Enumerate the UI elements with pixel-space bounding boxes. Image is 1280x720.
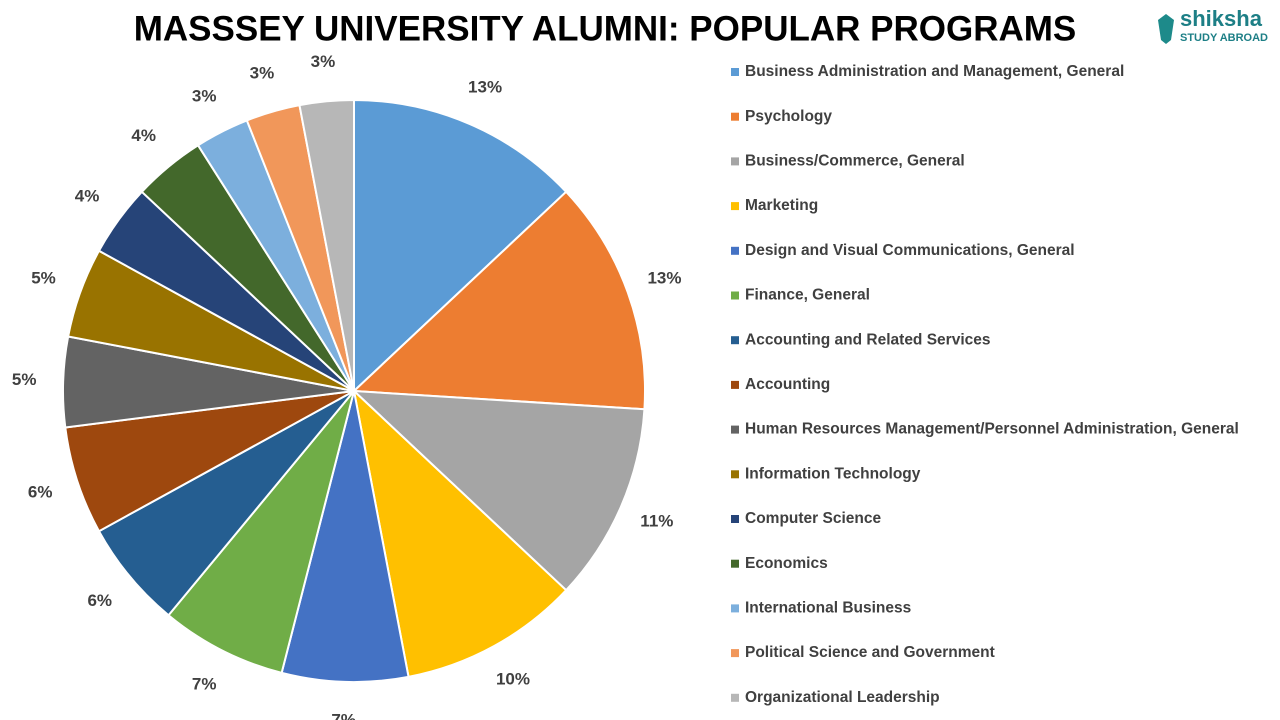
legend-swatch [731, 246, 739, 255]
legend-swatch [731, 380, 739, 389]
legend-swatch [731, 157, 739, 166]
logo: shiksha STUDY ABROAD [1158, 6, 1268, 44]
data-label: 7% [331, 710, 356, 720]
data-label: 6% [87, 591, 112, 610]
legend-swatch [731, 112, 739, 121]
chart-title: MASSSEY UNIVERSITY ALUMNI: POPULAR PROGR… [134, 9, 1077, 48]
data-label: 5% [12, 370, 37, 389]
legend-label: Business/Commerce, General [745, 152, 965, 169]
data-label: 4% [131, 126, 156, 145]
pie-slice [280, 390, 410, 683]
legend-label: Design and Visual Communications, Genera… [745, 242, 1075, 259]
legend-label: Human Resources Management/Personnel Adm… [745, 421, 1239, 438]
pie-slice [351, 190, 646, 411]
data-label: 13% [647, 269, 681, 288]
pie-slice [353, 98, 568, 394]
legend-label: Marketing [745, 197, 818, 214]
legend-swatch [731, 202, 739, 211]
legend-swatch [731, 604, 739, 613]
legend-swatch [731, 68, 739, 76]
logo-tagline: STUDY ABROAD [1180, 32, 1268, 44]
logo-name: shiksha [1180, 6, 1263, 31]
legend-swatch [731, 649, 739, 658]
legend-label: International Business [745, 599, 911, 616]
legend-swatch [731, 693, 739, 702]
legend-swatch [731, 291, 739, 300]
data-label: 3% [192, 86, 217, 105]
legend-label: Organizational Leadership [745, 689, 940, 706]
legend-swatch [731, 515, 739, 523]
logo-icon [1158, 14, 1174, 44]
legend-label: Finance, General [745, 287, 870, 304]
data-label: 13% [468, 78, 502, 97]
legend-label: Economics [745, 555, 828, 572]
data-label: 7% [192, 675, 217, 694]
data-label: 3% [311, 52, 336, 71]
legend-label: Computer Science [745, 510, 881, 527]
legend: Business Administration and Management, … [731, 63, 1239, 706]
legend-label: Accounting [745, 376, 830, 393]
data-label: 11% [640, 512, 673, 531]
pie-slice [167, 390, 355, 675]
data-label: 4% [75, 187, 100, 206]
data-label: 5% [31, 269, 56, 288]
pie-slice [351, 389, 646, 592]
pie-slice [352, 388, 568, 679]
legend-label: Psychology [745, 108, 832, 125]
legend-swatch [731, 336, 739, 345]
legend-label: Business Administration and Management, … [745, 63, 1124, 80]
data-label: 6% [28, 482, 53, 501]
legend-label: Accounting and Related Services [745, 331, 991, 348]
pie-slice [298, 98, 355, 392]
legend-swatch [731, 425, 739, 434]
data-label: 3% [250, 64, 275, 83]
data-label: 10% [496, 670, 530, 689]
legend-swatch [731, 559, 739, 568]
legend-swatch [731, 470, 739, 479]
legend-label: Political Science and Government [745, 644, 995, 661]
legend-label: Information Technology [745, 465, 921, 482]
pie: 13% 13% 11% 10% 7% 7% 6% 6% 5% 5% 4% 4% 3% 3% 3% [12, 52, 682, 720]
